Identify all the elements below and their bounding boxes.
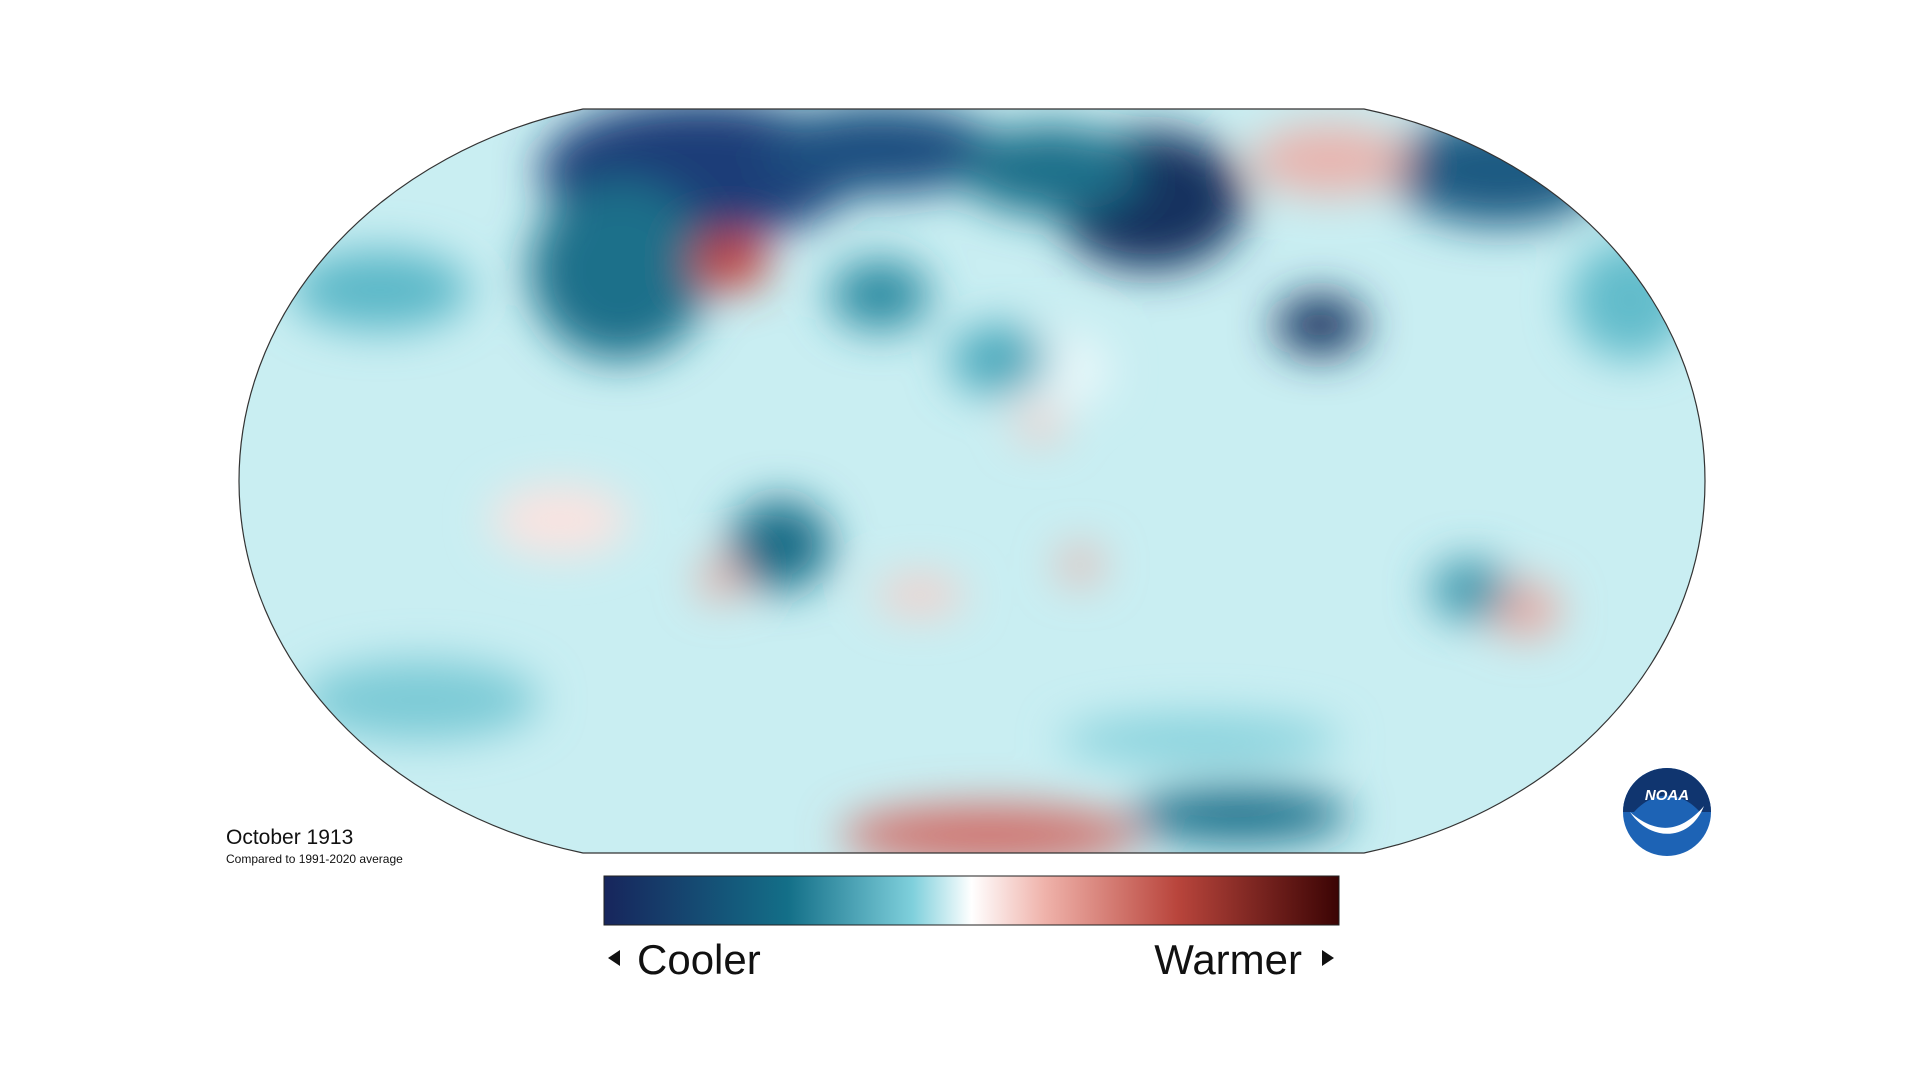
map-subtitle: Compared to 1991-2020 average <box>226 852 403 866</box>
arrow-right <box>1322 950 1334 966</box>
arrow-left <box>608 950 620 966</box>
map-title: October 1913 <box>226 826 353 849</box>
map-outline <box>238 108 1706 854</box>
noaa-logo: NOAA <box>1623 768 1711 856</box>
logo-text: NOAA <box>1645 787 1689 804</box>
anomaly-map <box>239 109 1705 853</box>
color-scale <box>603 875 1340 926</box>
legend-high: Warmer <box>1154 936 1302 983</box>
legend-low: Cooler <box>637 936 761 983</box>
